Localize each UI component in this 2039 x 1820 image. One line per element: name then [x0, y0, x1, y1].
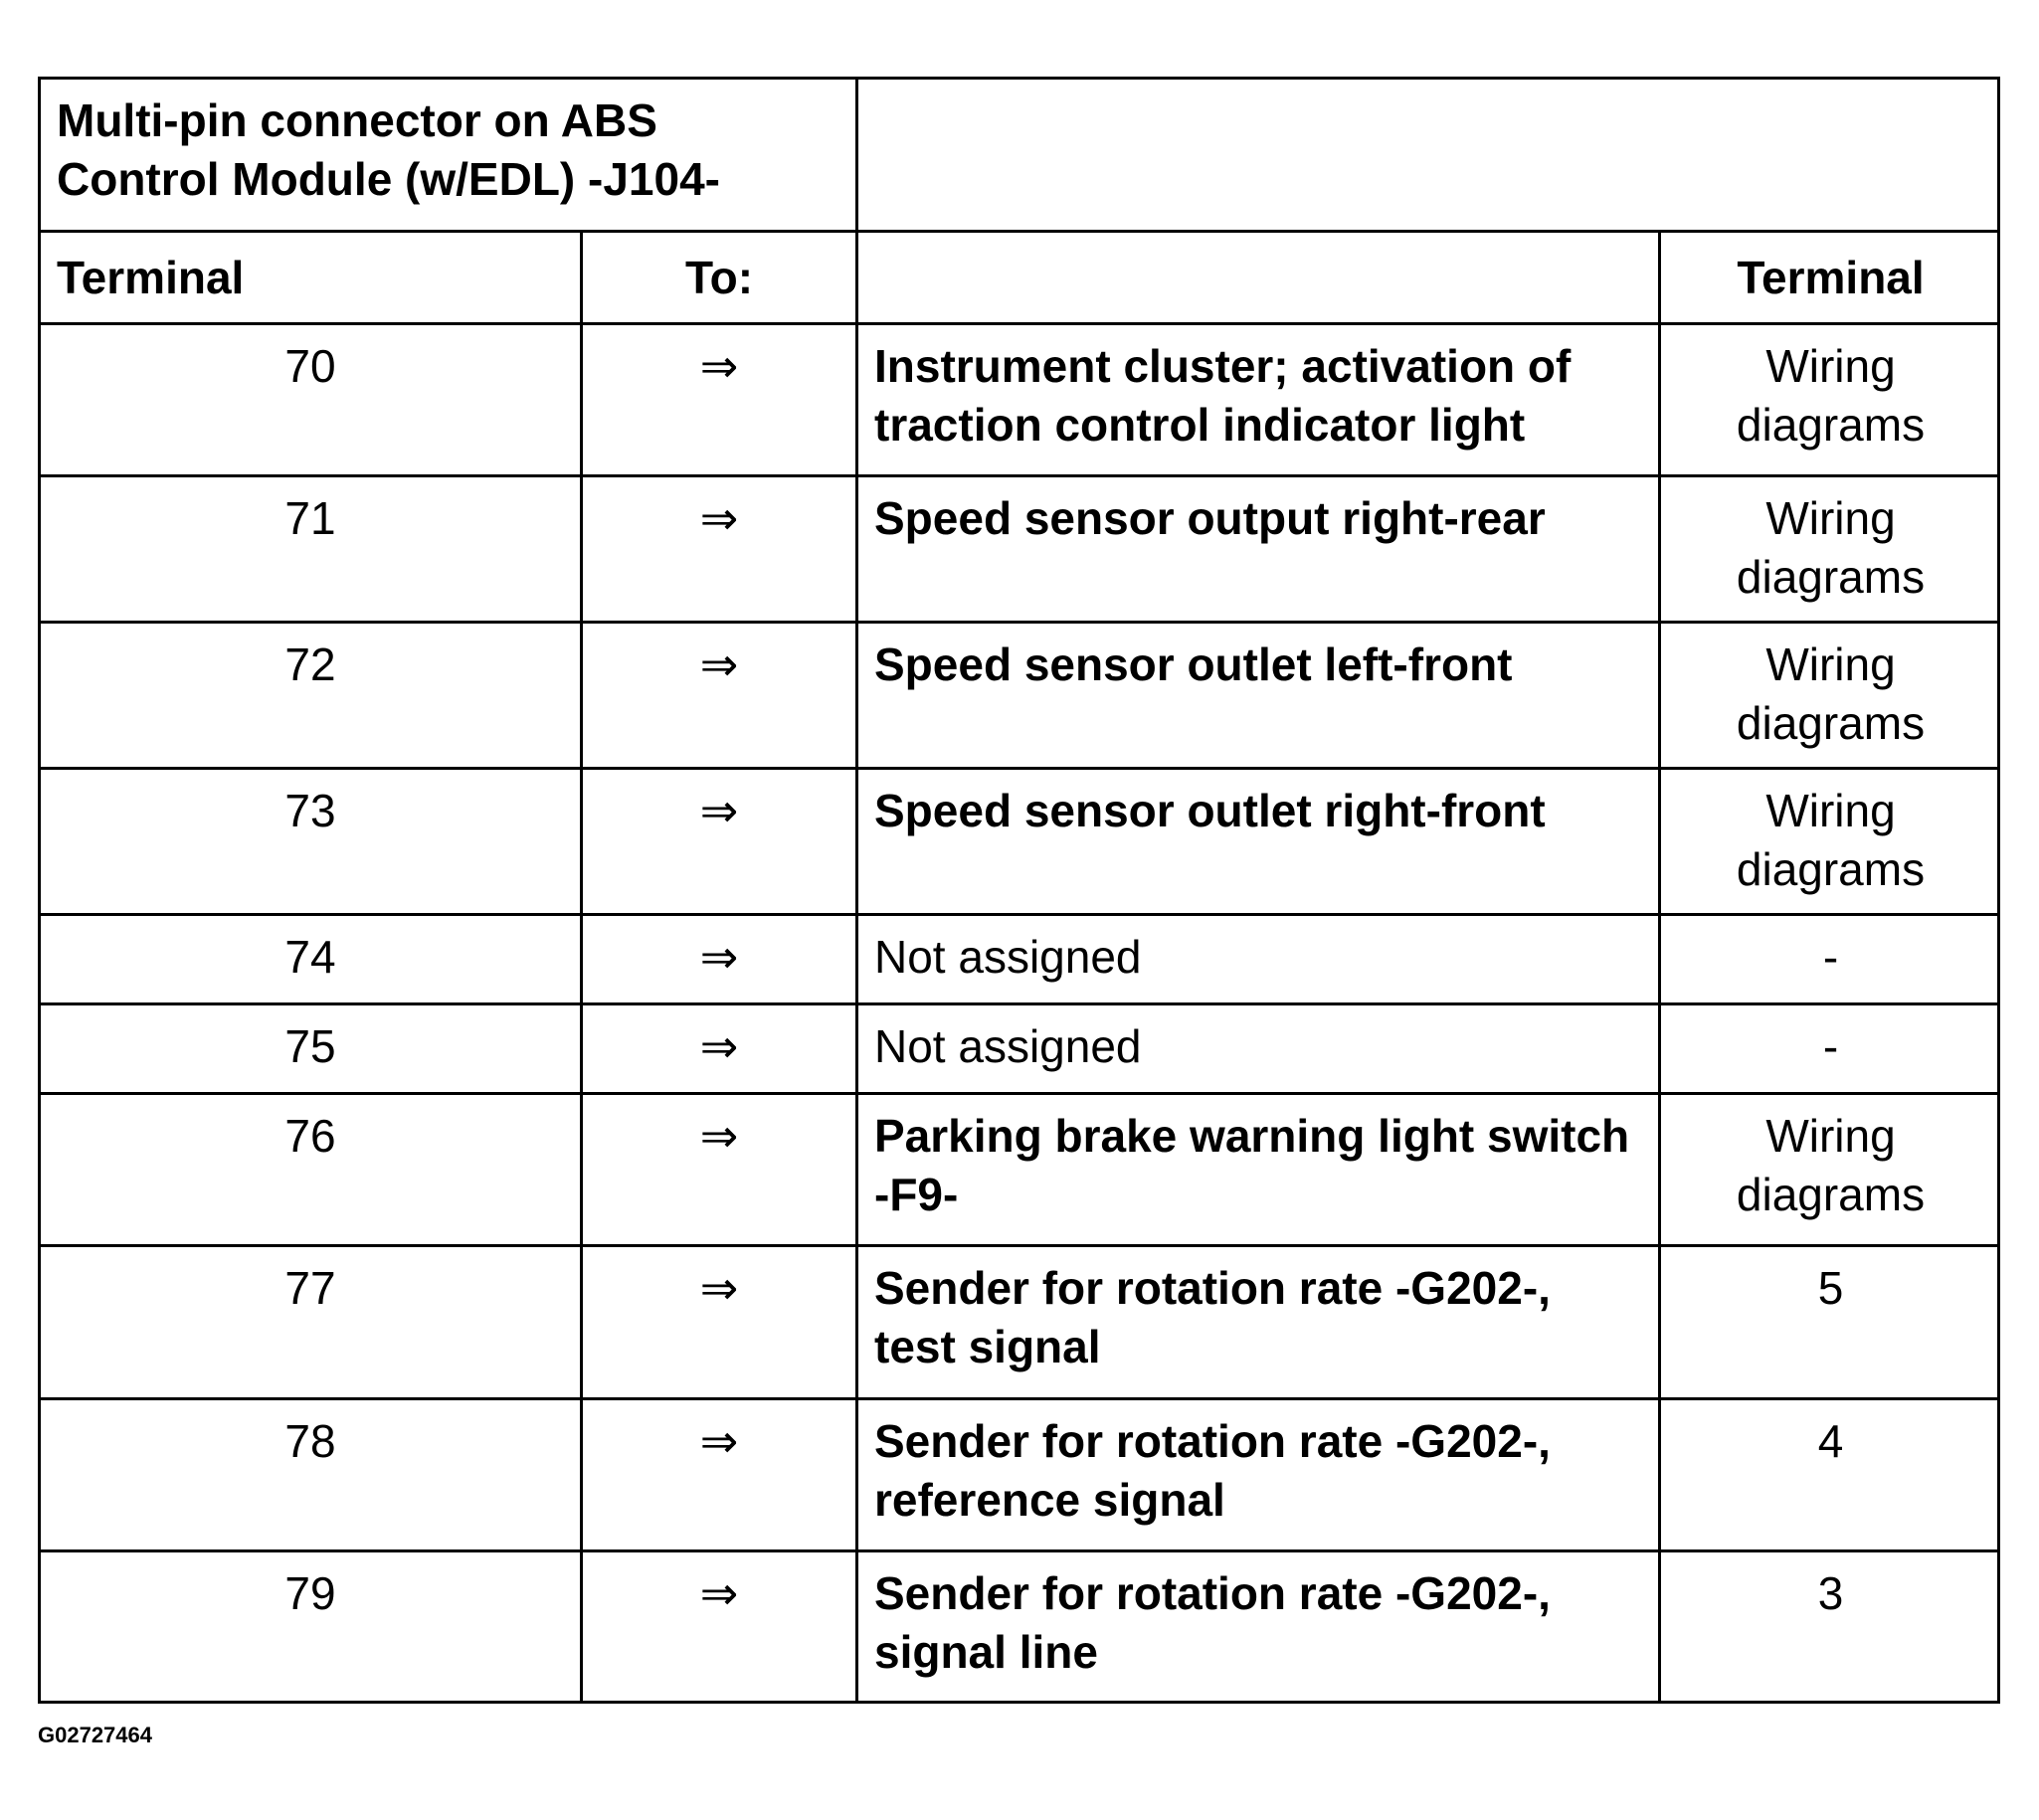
- terminal-cell: 76: [41, 1095, 583, 1247]
- connector-pinout-table: Multi-pin connector on ABS Control Modul…: [38, 77, 2000, 1704]
- arrow-icon: ⇒: [583, 624, 858, 770]
- arrow-icon: ⇒: [583, 1247, 858, 1400]
- dest-terminal-cell: 5: [1661, 1247, 2000, 1400]
- description-cell: Not assigned: [858, 916, 1661, 1005]
- dest-terminal-cell: Wiring diagrams: [1661, 325, 2000, 477]
- description-cell: Sender for rotation rate -G202-, signal …: [858, 1552, 1661, 1704]
- arrow-icon: ⇒: [583, 1095, 858, 1247]
- dest-terminal-cell: Wiring diagrams: [1661, 624, 2000, 770]
- description-cell: Sender for rotation rate -G202-, referen…: [858, 1400, 1661, 1552]
- description-cell: Instrument cluster; activation of tracti…: [858, 325, 1661, 477]
- description-cell: Speed sensor outlet right-front: [858, 770, 1661, 916]
- terminal-cell: 77: [41, 1247, 583, 1400]
- table-title-line: Multi-pin connector on ABS: [57, 94, 657, 146]
- figure-code: G02727464: [38, 1723, 152, 1747]
- terminal-cell: 75: [41, 1005, 583, 1095]
- arrow-icon: ⇒: [583, 477, 858, 624]
- description-cell: Speed sensor output right-rear: [858, 477, 1661, 624]
- terminal-cell: 71: [41, 477, 583, 624]
- dest-terminal-cell: Wiring diagrams: [1661, 770, 2000, 916]
- header-to: To:: [583, 233, 858, 325]
- dest-terminal-cell: 3: [1817, 1567, 1844, 1619]
- dest-terminal-cell: 4: [1661, 1400, 2000, 1552]
- header-description: [858, 233, 1661, 325]
- arrow-icon: ⇒: [583, 1400, 858, 1552]
- terminal-cell: 79: [41, 1552, 583, 1704]
- dest-terminal-cell: -: [1661, 916, 2000, 1005]
- terminal-cell: 70: [41, 325, 583, 477]
- description-cell: Parking brake warning light switch -F9-: [858, 1095, 1661, 1247]
- arrow-icon: ⇒: [583, 1552, 858, 1704]
- terminal-cell: 74: [41, 916, 583, 1005]
- terminal-cell: 78: [41, 1400, 583, 1552]
- arrow-icon: ⇒: [583, 770, 858, 916]
- dest-terminal-cell: Wiring diagrams: [1661, 1095, 2000, 1247]
- description-cell: Sender for rotation rate -G202-, test si…: [858, 1247, 1661, 1400]
- arrow-icon: ⇒: [583, 1005, 858, 1095]
- arrow-icon: ⇒: [583, 916, 858, 1005]
- title-blank-cell: [858, 80, 2000, 233]
- description-cell: Not assigned: [858, 1005, 1661, 1095]
- arrow-icon: ⇒: [583, 325, 858, 477]
- terminal-cell: 73: [41, 770, 583, 916]
- description-cell: Speed sensor outlet left-front: [858, 624, 1661, 770]
- table-title-line: Control Module (w/EDL) -J104-: [57, 153, 720, 205]
- header-terminal: Terminal: [41, 233, 583, 325]
- header-dest-terminal: Terminal: [1661, 233, 2000, 325]
- terminal-cell: 72: [41, 624, 583, 770]
- dest-terminal-cell: -: [1661, 1005, 2000, 1095]
- table-title: Multi-pin connector on ABS Control Modul…: [41, 80, 858, 233]
- dest-terminal-cell: Wiring diagrams: [1661, 477, 2000, 624]
